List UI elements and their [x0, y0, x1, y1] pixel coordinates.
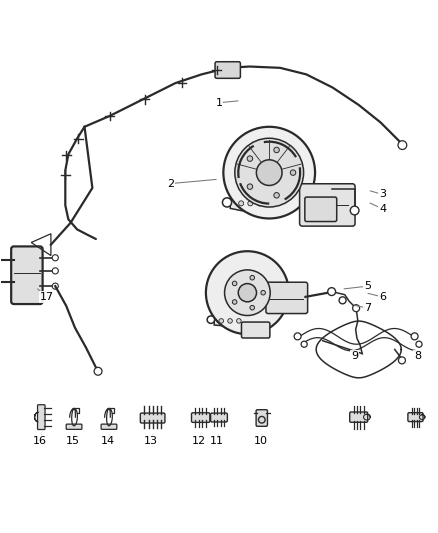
- FancyBboxPatch shape: [408, 413, 423, 422]
- Circle shape: [350, 206, 359, 215]
- Circle shape: [339, 297, 346, 304]
- Circle shape: [228, 319, 232, 323]
- Text: 4: 4: [379, 204, 386, 214]
- Circle shape: [274, 147, 279, 153]
- FancyBboxPatch shape: [300, 184, 355, 226]
- FancyBboxPatch shape: [101, 424, 117, 430]
- Circle shape: [219, 319, 223, 323]
- Text: 3: 3: [379, 189, 386, 199]
- Circle shape: [52, 255, 58, 261]
- FancyBboxPatch shape: [256, 410, 268, 426]
- Text: 1: 1: [215, 98, 223, 108]
- Circle shape: [238, 284, 257, 302]
- Polygon shape: [230, 198, 269, 216]
- FancyBboxPatch shape: [350, 412, 368, 422]
- FancyBboxPatch shape: [66, 424, 82, 430]
- Circle shape: [250, 305, 254, 310]
- FancyBboxPatch shape: [191, 413, 210, 422]
- Circle shape: [290, 170, 296, 175]
- Text: 10: 10: [254, 436, 268, 446]
- Text: 11: 11: [210, 436, 224, 446]
- FancyBboxPatch shape: [241, 322, 270, 338]
- Text: 17: 17: [39, 292, 53, 302]
- Text: 12: 12: [192, 436, 206, 446]
- Circle shape: [94, 367, 102, 375]
- Circle shape: [416, 341, 422, 348]
- Circle shape: [207, 316, 215, 324]
- Circle shape: [247, 184, 253, 189]
- Circle shape: [257, 201, 262, 206]
- Circle shape: [301, 341, 307, 348]
- Circle shape: [235, 138, 304, 207]
- Text: 7: 7: [364, 303, 371, 313]
- Circle shape: [398, 141, 407, 149]
- Circle shape: [261, 290, 265, 295]
- Circle shape: [239, 201, 244, 206]
- Circle shape: [232, 281, 237, 286]
- FancyBboxPatch shape: [215, 62, 240, 78]
- Text: 15: 15: [66, 436, 80, 446]
- Circle shape: [250, 276, 254, 280]
- Text: 2: 2: [167, 179, 174, 189]
- Circle shape: [232, 300, 237, 304]
- Circle shape: [206, 251, 289, 334]
- Text: 14: 14: [101, 436, 115, 446]
- Circle shape: [328, 288, 336, 295]
- FancyBboxPatch shape: [11, 246, 42, 304]
- Text: 16: 16: [33, 436, 47, 446]
- Circle shape: [223, 198, 232, 207]
- Circle shape: [411, 333, 418, 340]
- Circle shape: [237, 319, 241, 323]
- Circle shape: [294, 333, 301, 340]
- FancyBboxPatch shape: [305, 197, 337, 222]
- Circle shape: [399, 357, 406, 364]
- Text: 9: 9: [351, 351, 358, 361]
- Text: 13: 13: [145, 436, 158, 446]
- FancyBboxPatch shape: [266, 282, 307, 313]
- Circle shape: [223, 127, 315, 219]
- Circle shape: [52, 268, 58, 274]
- Text: 6: 6: [379, 292, 386, 302]
- Circle shape: [248, 201, 253, 206]
- FancyBboxPatch shape: [140, 413, 165, 423]
- Circle shape: [52, 283, 58, 289]
- Circle shape: [256, 160, 282, 185]
- Text: 8: 8: [414, 351, 421, 361]
- Circle shape: [225, 270, 270, 316]
- Polygon shape: [214, 316, 250, 328]
- Text: 5: 5: [364, 281, 371, 291]
- Circle shape: [274, 192, 279, 198]
- FancyBboxPatch shape: [38, 405, 45, 430]
- Circle shape: [247, 156, 253, 161]
- FancyBboxPatch shape: [211, 413, 227, 422]
- Circle shape: [353, 305, 360, 312]
